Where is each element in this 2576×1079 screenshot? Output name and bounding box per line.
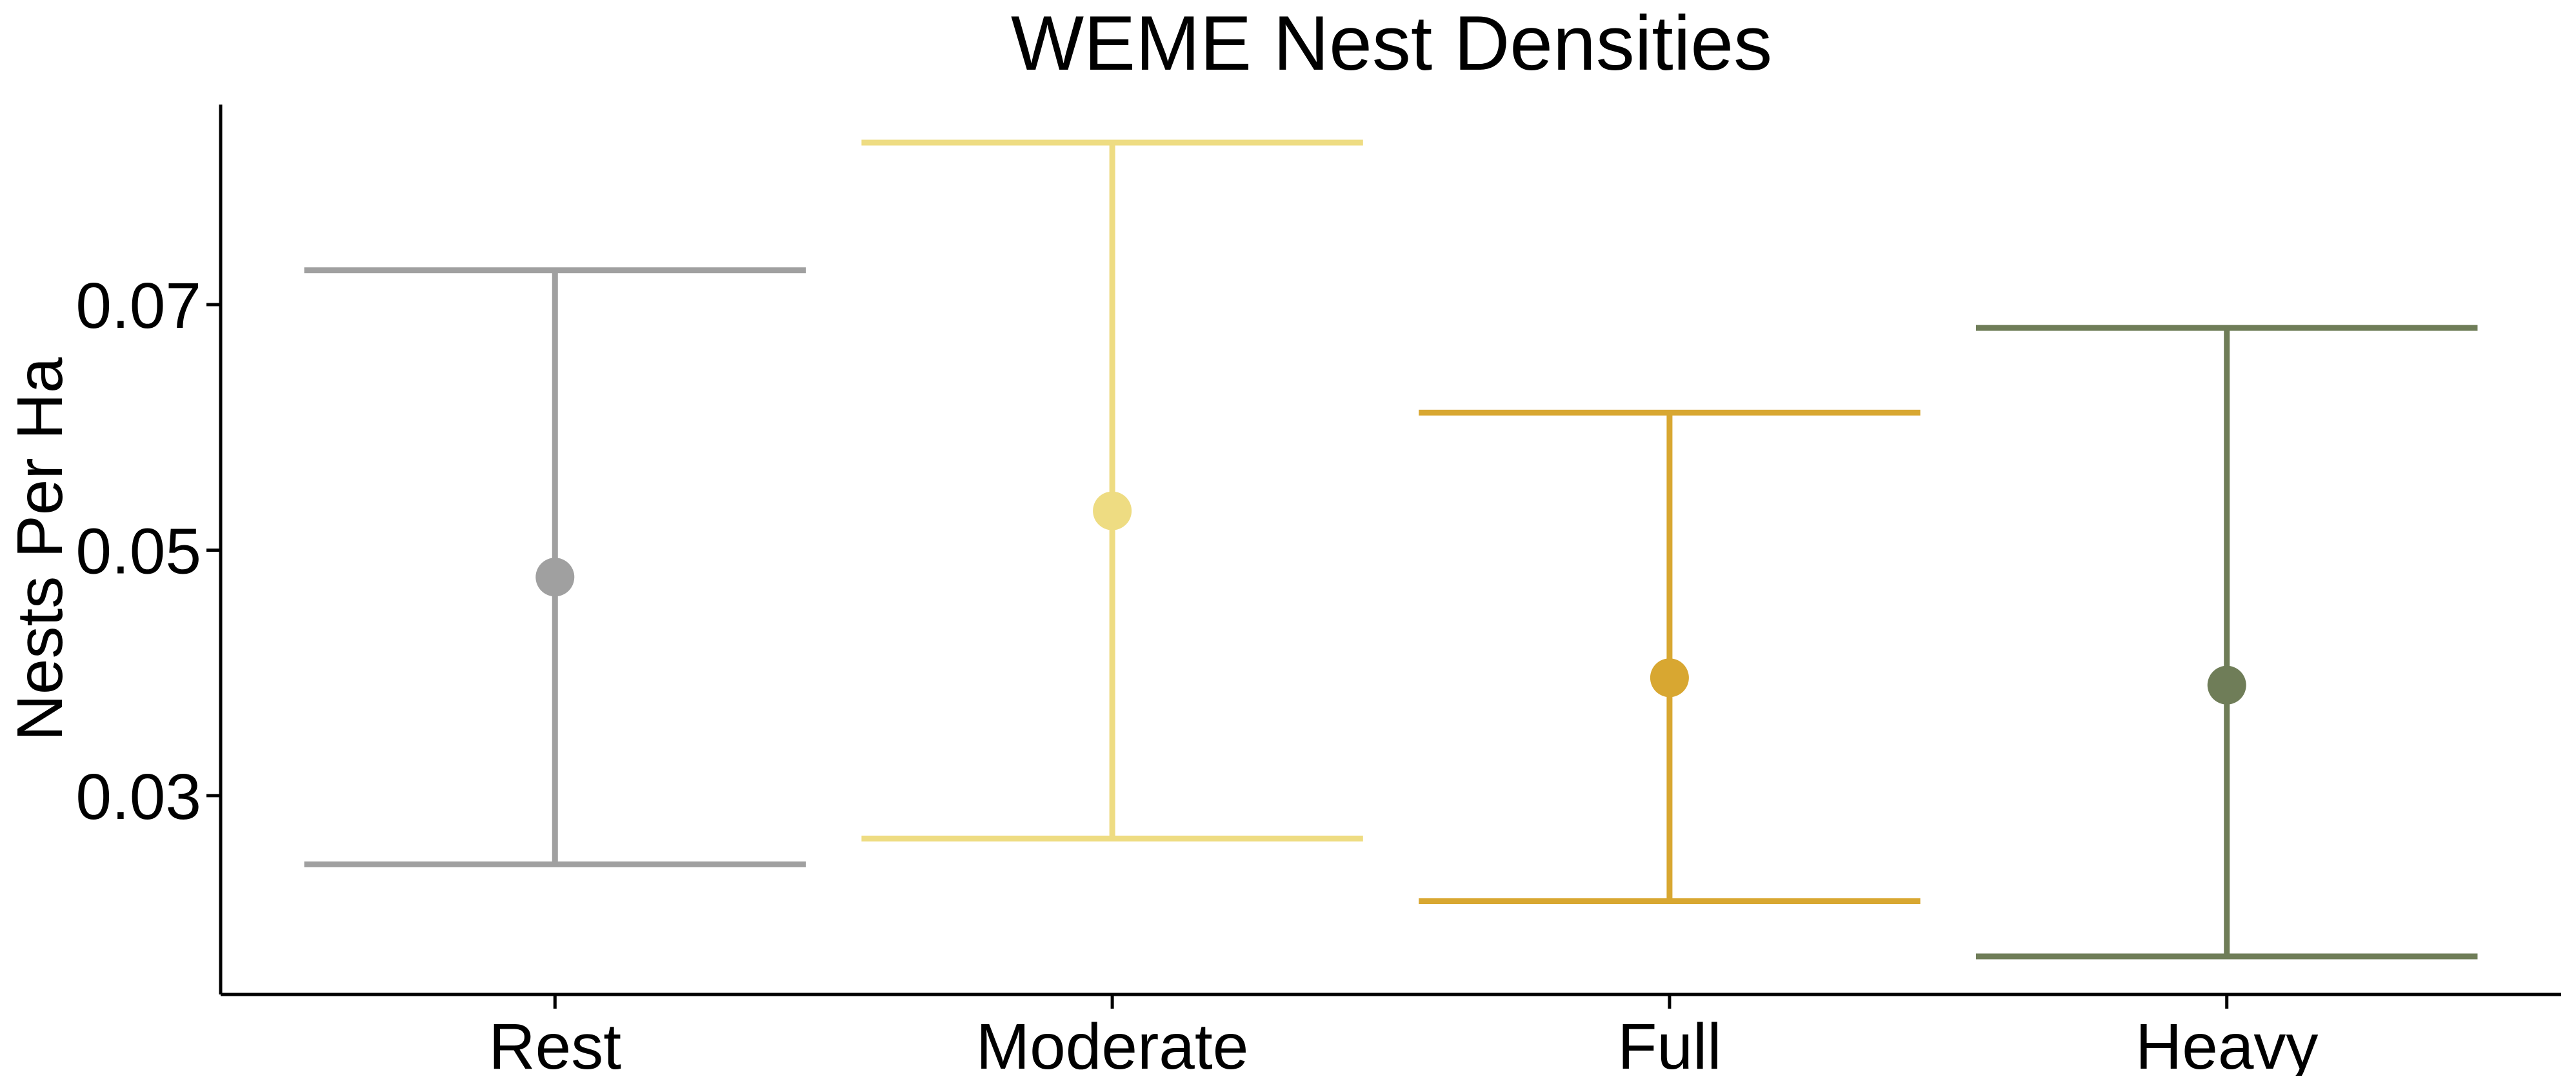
estimate-point	[2207, 665, 2246, 705]
x-tick-label: Heavy	[2135, 1011, 2318, 1076]
errorbar-heavy	[1976, 325, 2478, 960]
y-axis-ticks: 0.03 0.05 0.07	[75, 270, 221, 833]
x-axis-ticks: Rest Moderate Full Heavy	[488, 994, 2318, 1079]
x-tick-label: Rest	[488, 1011, 621, 1076]
errorbar-full	[1419, 409, 1921, 904]
estimate-point	[1093, 491, 1132, 530]
estimate-point	[1650, 658, 1689, 698]
y-tick-label: 0.07	[75, 270, 201, 342]
x-tick-label: Full	[1617, 1011, 1721, 1076]
chart-title: WEME Nest Densities	[1011, 0, 1772, 86]
plot-marks	[304, 139, 2478, 960]
y-tick-label: 0.03	[75, 761, 201, 833]
y-tick-label: 0.05	[75, 515, 201, 587]
x-tick-label: Moderate	[976, 1011, 1248, 1076]
errorbar-rest	[304, 267, 806, 867]
errorbar-moderate	[861, 139, 1363, 842]
estimate-point	[535, 558, 575, 597]
y-axis-label: Nests Per Ha	[4, 357, 76, 741]
